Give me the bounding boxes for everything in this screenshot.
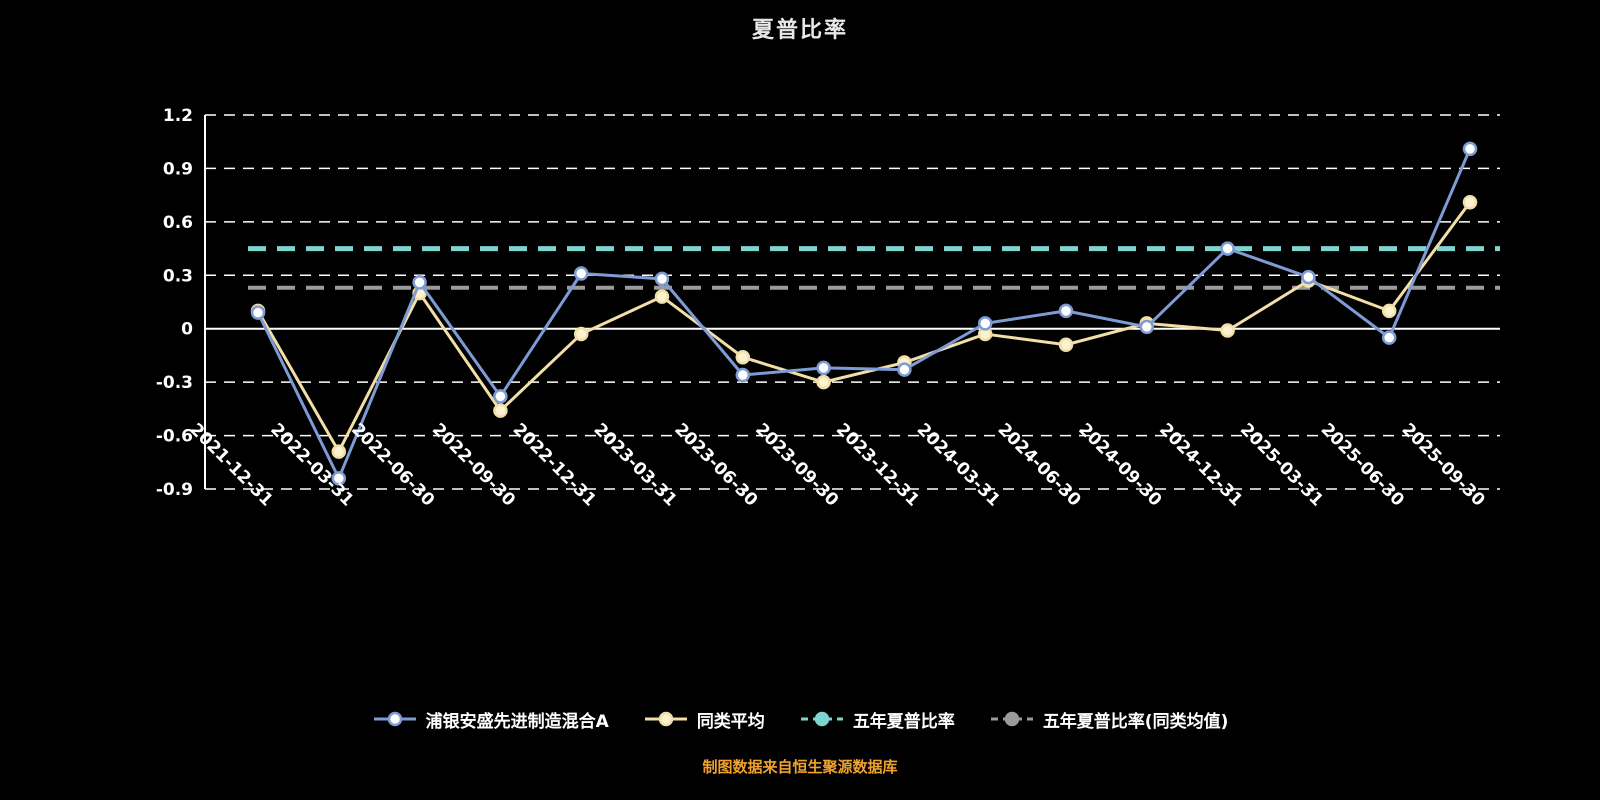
legend-label-five_year_peer: 五年夏普比率(同类均值) xyxy=(1042,711,1229,732)
x-axis-tick-label: 2022-09-30 xyxy=(428,419,519,510)
data-point-fund[interactable] xyxy=(897,362,912,377)
data-point-fund[interactable] xyxy=(1462,141,1478,157)
data-point-peer[interactable] xyxy=(493,403,508,418)
x-axis-tick-label: 2024-03-31 xyxy=(913,419,1004,510)
data-point-peer[interactable] xyxy=(816,374,831,390)
x-axis-tick-label: 2022-12-31 xyxy=(509,419,600,510)
y-axis-tick-label: 0.3 xyxy=(163,266,193,286)
x-axis-tick-label: 2025-03-31 xyxy=(1236,419,1327,510)
y-axis-tick-label: -0.6 xyxy=(156,427,193,447)
data-point-fund[interactable] xyxy=(412,275,427,290)
data-point-fund[interactable] xyxy=(493,389,508,404)
data-point-fund[interactable] xyxy=(1058,303,1074,319)
data-point-fund[interactable] xyxy=(1301,269,1316,285)
legend-item-five_year[interactable]: 五年夏普比率 xyxy=(799,707,955,732)
data-point-fund[interactable] xyxy=(573,266,589,281)
data-point-peer[interactable] xyxy=(654,289,670,304)
chart-title: 夏普比率 xyxy=(751,18,848,43)
legend-item-five_year_peer[interactable]: 五年夏普比率(同类均值) xyxy=(989,707,1229,732)
x-axis-tick-label: 2021-12-31 xyxy=(186,419,277,510)
data-point-peer[interactable] xyxy=(1381,303,1397,319)
data-point-fund[interactable] xyxy=(816,360,831,376)
data-point-peer[interactable] xyxy=(1462,195,1478,210)
data-point-peer[interactable] xyxy=(735,349,751,365)
y-axis-tick-label: -0.9 xyxy=(156,480,193,500)
y-axis-tick-label: 0 xyxy=(181,320,193,340)
x-axis-tick-label: 2023-09-30 xyxy=(751,419,842,510)
legend-marker-icon xyxy=(990,711,1033,727)
x-axis-tick-label: 2024-09-30 xyxy=(1074,419,1165,510)
x-axis-tick-label: 2025-06-30 xyxy=(1317,419,1408,510)
x-axis-tick-label: 2022-06-30 xyxy=(347,419,438,510)
data-point-peer[interactable] xyxy=(1058,337,1074,352)
data-point-peer[interactable] xyxy=(1220,323,1235,338)
x-axis-tick-label: 2023-12-31 xyxy=(832,419,923,510)
data-point-fund[interactable] xyxy=(250,305,266,320)
legend-label-peer: 同类平均 xyxy=(696,711,765,732)
legend-marker-icon xyxy=(373,711,416,727)
series-line-peer xyxy=(256,200,1472,454)
y-axis-tick-label: 1.2 xyxy=(163,106,193,126)
data-point-peer[interactable] xyxy=(573,326,589,342)
y-axis-tick-label: -0.3 xyxy=(156,373,193,393)
data-point-fund[interactable] xyxy=(331,471,347,486)
data-point-fund[interactable] xyxy=(654,271,670,287)
y-axis-tick-label: 0.9 xyxy=(163,159,193,179)
legend-marker-icon xyxy=(800,711,843,727)
data-point-fund[interactable] xyxy=(1220,241,1235,256)
data-point-peer[interactable] xyxy=(331,444,347,459)
data-point-fund[interactable] xyxy=(977,316,993,331)
y-axis-tick-label: 0.6 xyxy=(163,213,193,233)
data-source-note: 制图数据来自恒生聚源数据库 xyxy=(702,758,898,776)
x-axis-tick-label: 2024-12-31 xyxy=(1155,419,1246,510)
legend-marker-icon xyxy=(644,711,687,727)
x-axis-tick-label: 2025-09-30 xyxy=(1398,419,1489,510)
legend-label-fund: 浦银安盛先进制造混合A xyxy=(425,711,609,732)
data-point-fund[interactable] xyxy=(1381,330,1397,345)
legend-label-five_year: 五年夏普比率 xyxy=(852,711,955,732)
legend-item-fund[interactable]: 浦银安盛先进制造混合A xyxy=(372,707,609,732)
legend-item-peer[interactable]: 同类平均 xyxy=(643,707,765,732)
data-point-fund[interactable] xyxy=(1139,319,1155,335)
chart-legend: 浦银安盛先进制造混合A 同类平均 五年夏普比率 五年夏普比率(同类均值) xyxy=(0,700,1600,738)
x-axis-tick-label: 2023-03-31 xyxy=(590,419,681,510)
x-axis-tick-label: 2024-06-30 xyxy=(994,419,1085,510)
data-point-fund[interactable] xyxy=(735,367,751,383)
x-axis-tick-label: 2023-06-30 xyxy=(670,419,761,510)
series-line-fund xyxy=(256,147,1472,480)
